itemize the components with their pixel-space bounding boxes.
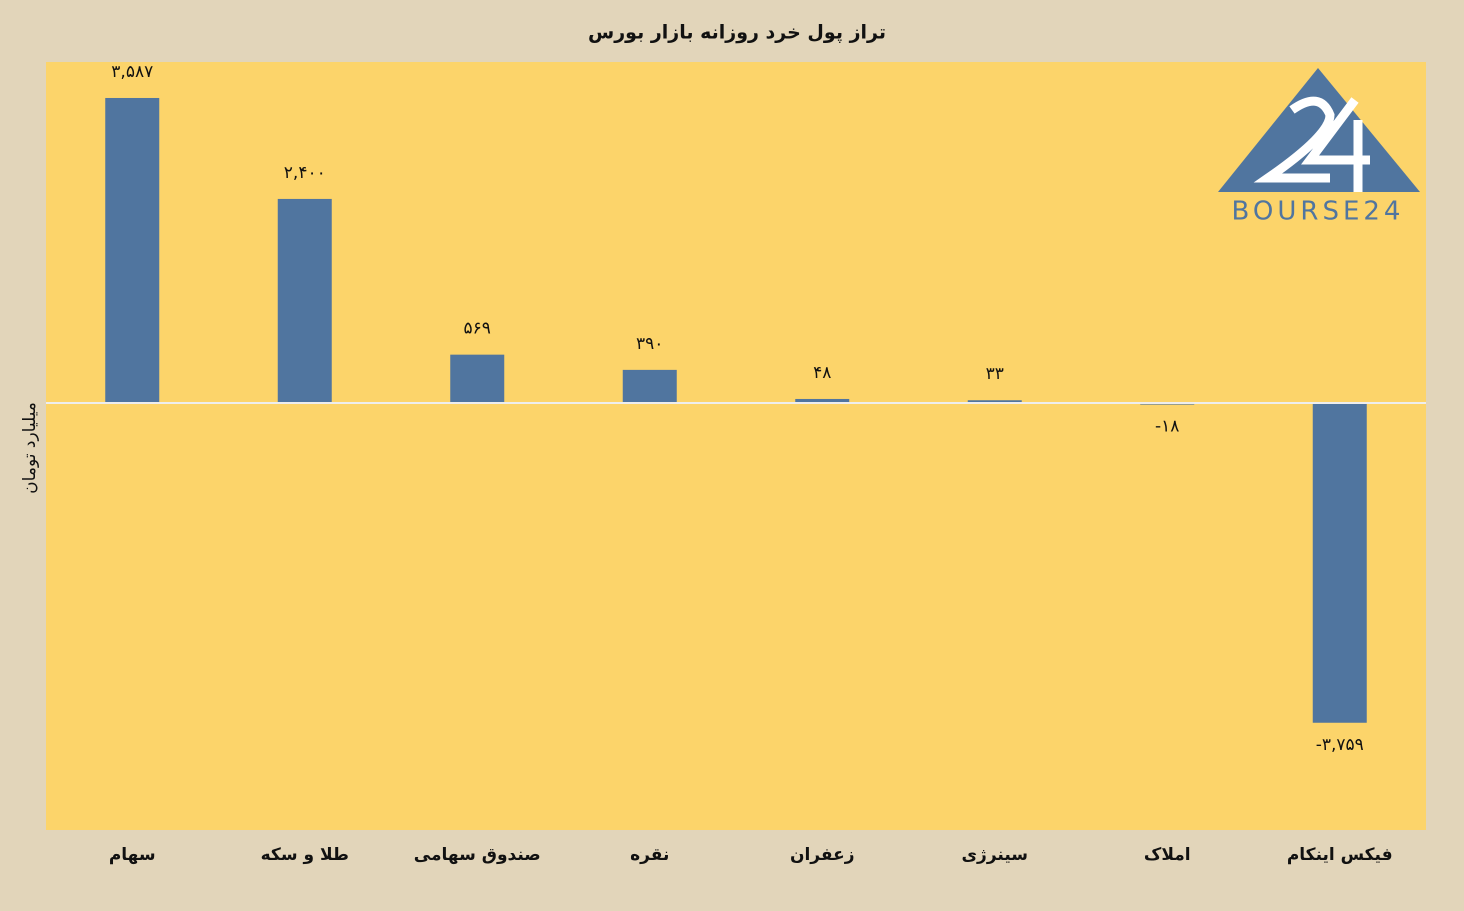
logo-text: BOURSE24 <box>1232 197 1405 227</box>
bar <box>1312 403 1367 723</box>
x-tick-label: فیکس اینکام <box>1287 845 1393 865</box>
data-label: ۵۶۹ <box>464 319 491 339</box>
x-tick-label: سهام <box>109 845 156 865</box>
chart-title: تراز پول خرد روزانه بازار بورس <box>588 22 886 44</box>
x-tick-label: زعفران <box>790 845 855 865</box>
bar <box>450 354 505 404</box>
bar <box>622 369 677 404</box>
data-label: -۳,۷۵۹ <box>1316 735 1364 755</box>
data-label: ۳۹۰ <box>636 334 663 354</box>
data-label: ۲,۴۰۰ <box>284 163 326 183</box>
data-label: ۳۳ <box>986 364 1004 384</box>
x-tick-label: صندوق سهامی <box>414 845 541 865</box>
logo-mark <box>1253 96 1370 192</box>
bar <box>277 198 332 404</box>
bar <box>967 400 1022 404</box>
logo: BOURSE24 <box>1218 68 1420 227</box>
x-tick-label: سینرژی <box>961 845 1028 865</box>
data-label: -۱۸ <box>1155 417 1179 437</box>
y-axis-label: میلیارد تومان <box>20 402 40 494</box>
data-label: ۴۸ <box>813 363 831 383</box>
x-tick-label: طلا و سکه <box>261 845 349 865</box>
x-tick-label: نقره <box>630 845 669 865</box>
plot-area <box>46 62 1426 830</box>
data-label: ۳,۵۸۷ <box>111 62 153 82</box>
bar <box>795 398 850 404</box>
x-tick-label: املاک <box>1144 845 1191 865</box>
bar <box>105 97 160 404</box>
